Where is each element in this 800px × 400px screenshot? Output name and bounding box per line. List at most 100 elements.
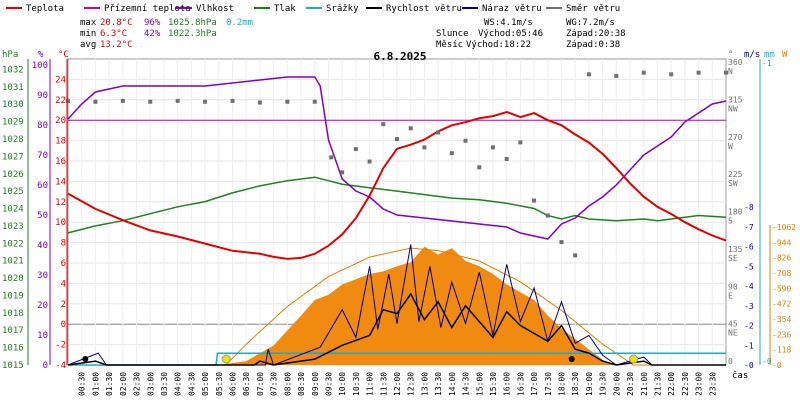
stats-rain-total: 0.2mm xyxy=(226,18,253,28)
stats-max-hum: 96% xyxy=(144,18,161,28)
solar-tick-label: -118 xyxy=(772,346,791,355)
pressure-tick-label: 1026 xyxy=(2,170,24,180)
wind-direction-point xyxy=(285,99,290,104)
time-tick-label: 23:30 xyxy=(708,372,717,396)
unit-deg: ° xyxy=(728,50,733,60)
time-tick-label: 19:30 xyxy=(599,372,608,396)
legend-item-rychlost: Rychlost větru xyxy=(366,4,462,14)
wind-direction-point xyxy=(230,98,235,103)
stats-max-label: max xyxy=(80,18,97,28)
moonset: Západ:0:38 xyxy=(566,40,620,50)
direction-tick-label: 90 xyxy=(728,282,738,291)
time-tick-label: 09:30 xyxy=(324,372,333,396)
direction-card-label: NW xyxy=(728,104,738,113)
unit-degc: °C xyxy=(58,50,69,60)
wind-direction-point xyxy=(408,126,413,131)
time-tick-label: 05:00 xyxy=(201,372,210,396)
direction-card-label: N xyxy=(728,67,733,76)
time-tick-label: 19:00 xyxy=(585,372,594,396)
time-tick-label: 15:00 xyxy=(475,372,484,396)
time-tick-label: 22:00 xyxy=(667,372,676,396)
pressure-tick-label: 1022 xyxy=(2,239,24,249)
direction-tick-label: 135 xyxy=(728,245,743,254)
wind-direction-point xyxy=(696,70,701,75)
pressure-tick-label: 1020 xyxy=(2,274,24,284)
solar-tick-label: -236 xyxy=(772,330,791,339)
temp-tick-label: 4 xyxy=(61,279,66,289)
humidity-tick-label: 40 xyxy=(37,241,48,251)
temp-tick-label: 12 xyxy=(55,198,66,208)
direction-tick-label: 315 xyxy=(728,95,743,104)
time-tick-label: 03:00 xyxy=(146,372,155,396)
wind-direction-point xyxy=(559,240,564,245)
stats-min-press: 1022.3hPa xyxy=(168,29,217,39)
time-tick-label: 22:30 xyxy=(681,372,690,396)
temp-tick-label: -4 xyxy=(55,361,66,371)
wind-tick-label: -8 xyxy=(744,203,754,212)
solar-tick-label: -826 xyxy=(772,254,791,263)
direction-card-label: W xyxy=(728,142,733,151)
stats-max-press: 1025.8hPa xyxy=(168,18,217,28)
direction-tick-label: 360 xyxy=(728,58,743,67)
solar-area xyxy=(68,246,726,366)
legend-label: Tlak xyxy=(274,4,296,14)
legend-label: Teplota xyxy=(26,4,64,14)
humidity-tick-label: 50 xyxy=(37,211,48,221)
solar-tick-label: -354 xyxy=(772,315,791,324)
moon-label: Měsíc xyxy=(436,40,463,50)
sun-label: Slunce xyxy=(436,29,469,39)
legend-item-naraz: Náraz větru xyxy=(462,4,542,14)
wind-tick-label: -4 xyxy=(744,282,754,291)
wind-direction-point xyxy=(449,151,454,156)
wind-tick-label: -1 xyxy=(744,341,754,350)
temp-tick-label: 10 xyxy=(55,218,66,228)
series-vlhkost xyxy=(67,76,727,240)
direction-card-label: E xyxy=(728,291,733,300)
wind-direction-point xyxy=(340,170,345,175)
humidity-tick-label: 30 xyxy=(37,271,48,281)
time-tick-label: 04:30 xyxy=(187,372,196,396)
wind-direction-point xyxy=(395,137,399,142)
legend-item-tlak: Tlak xyxy=(254,4,296,14)
time-tick-label: 23:00 xyxy=(695,372,704,396)
temp-tick-label: 24 xyxy=(55,75,66,85)
wind-direction-point xyxy=(532,198,537,203)
wind-tick-label: -2 xyxy=(744,322,754,331)
legend-label: Rychlost větru xyxy=(386,4,462,14)
pressure-tick-label: 1015 xyxy=(2,361,24,371)
direction-card-label: SE xyxy=(728,254,738,263)
wind-direction-point xyxy=(518,140,523,145)
astro-block: WS:4.1m/s WG:7.2m/s Slunce Východ:05:46 … xyxy=(436,18,626,50)
humidity-tick-label: 70 xyxy=(37,151,48,161)
stats-min-hum: 42% xyxy=(144,29,161,39)
direction-tick-label: 180 xyxy=(728,208,743,217)
wind-direction-point xyxy=(490,145,495,150)
solar-tick-label: -0 xyxy=(772,361,782,370)
series-lines xyxy=(66,70,728,366)
wind-direction-point xyxy=(203,99,208,104)
time-tick-label: 07:00 xyxy=(256,372,265,396)
wind-direction-point xyxy=(724,70,728,75)
wind-direction-point xyxy=(175,98,180,103)
legend: Teplota Přízemní teplota Vlhkost Tlak Sr… xyxy=(6,4,620,14)
sunset: Západ:20:38 xyxy=(566,29,626,39)
wind-direction-point xyxy=(257,100,262,105)
time-tick-label: 06:00 xyxy=(229,372,238,396)
temp-tick-label: 16 xyxy=(55,157,66,167)
time-tick-label: 02:00 xyxy=(119,372,128,396)
pressure-tick-label: 1028 xyxy=(2,135,24,145)
time-tick-label: 03:30 xyxy=(160,372,169,396)
wind-direction-point xyxy=(614,73,619,78)
rain-tick-label: -0 xyxy=(762,357,772,366)
time-tick-label: 21:00 xyxy=(640,372,649,396)
legend-label: Vlhkost xyxy=(196,4,234,14)
wind-direction-point xyxy=(66,98,70,103)
temp-tick-label: 20 xyxy=(55,116,66,126)
wind-tick-label: -0 xyxy=(744,361,754,370)
moonset-marker xyxy=(82,356,89,362)
series-naraz-vetru xyxy=(67,244,726,366)
wind-speed-info: WS:4.1m/s xyxy=(484,18,533,28)
time-tick-label: 05:30 xyxy=(215,372,224,396)
series-rychlost-vetru xyxy=(67,292,726,366)
time-tick-label: 14:00 xyxy=(448,372,457,396)
